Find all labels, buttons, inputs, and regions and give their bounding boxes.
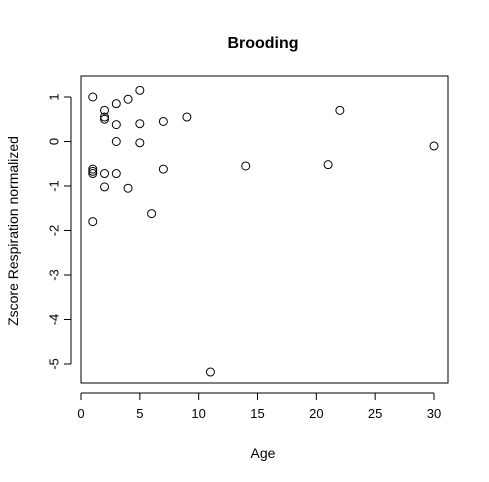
data-point xyxy=(111,137,121,146)
data-point xyxy=(123,94,133,104)
x-tick-label: 0 xyxy=(77,406,84,421)
data-point xyxy=(88,166,98,176)
y-tick-label: -4 xyxy=(47,314,62,326)
data-point xyxy=(158,116,168,126)
data-point xyxy=(100,114,110,124)
x-tick-label: 15 xyxy=(250,406,264,421)
x-tick-label: 30 xyxy=(427,406,441,421)
data-point xyxy=(147,209,157,219)
y-tick-label: -1 xyxy=(47,180,62,192)
x-tick-label: 10 xyxy=(191,406,205,421)
data-point xyxy=(88,164,98,174)
data-point xyxy=(111,169,121,179)
y-axis-label: Zscore Respiration normalized xyxy=(5,136,21,326)
y-tick-label: 1 xyxy=(47,93,62,100)
y-tick-label: 0 xyxy=(47,138,62,145)
x-tick-label: 5 xyxy=(136,406,143,421)
data-point xyxy=(111,120,121,130)
plot-frame xyxy=(80,75,449,384)
data-point xyxy=(135,85,145,95)
data-point xyxy=(335,105,345,115)
data-point xyxy=(100,169,110,179)
data-point xyxy=(158,164,168,174)
x-tick-label: 25 xyxy=(368,406,382,421)
data-points xyxy=(88,85,439,377)
data-point xyxy=(323,160,333,170)
data-point xyxy=(205,367,215,377)
data-point xyxy=(88,217,98,227)
data-point xyxy=(135,138,145,148)
data-point xyxy=(100,112,110,122)
data-point xyxy=(182,112,192,122)
data-point xyxy=(88,92,98,102)
data-point xyxy=(123,183,133,193)
x-tick-label: 20 xyxy=(309,406,323,421)
data-point xyxy=(100,182,110,192)
data-point xyxy=(88,169,98,179)
data-point xyxy=(100,105,110,115)
y-tick-label: -2 xyxy=(47,225,62,237)
data-point xyxy=(429,141,439,151)
y-axis: -5 -4 -3 -2 -1 0 1 xyxy=(47,93,72,370)
x-axis: 0 5 10 15 20 25 30 xyxy=(77,392,441,421)
x-axis-label: Age xyxy=(251,445,276,461)
data-point xyxy=(135,119,145,129)
data-point xyxy=(111,99,121,109)
y-tick-label: -5 xyxy=(47,358,62,370)
data-point xyxy=(241,161,251,171)
chart-title: Brooding xyxy=(227,35,298,52)
y-tick-label: -3 xyxy=(47,269,62,281)
